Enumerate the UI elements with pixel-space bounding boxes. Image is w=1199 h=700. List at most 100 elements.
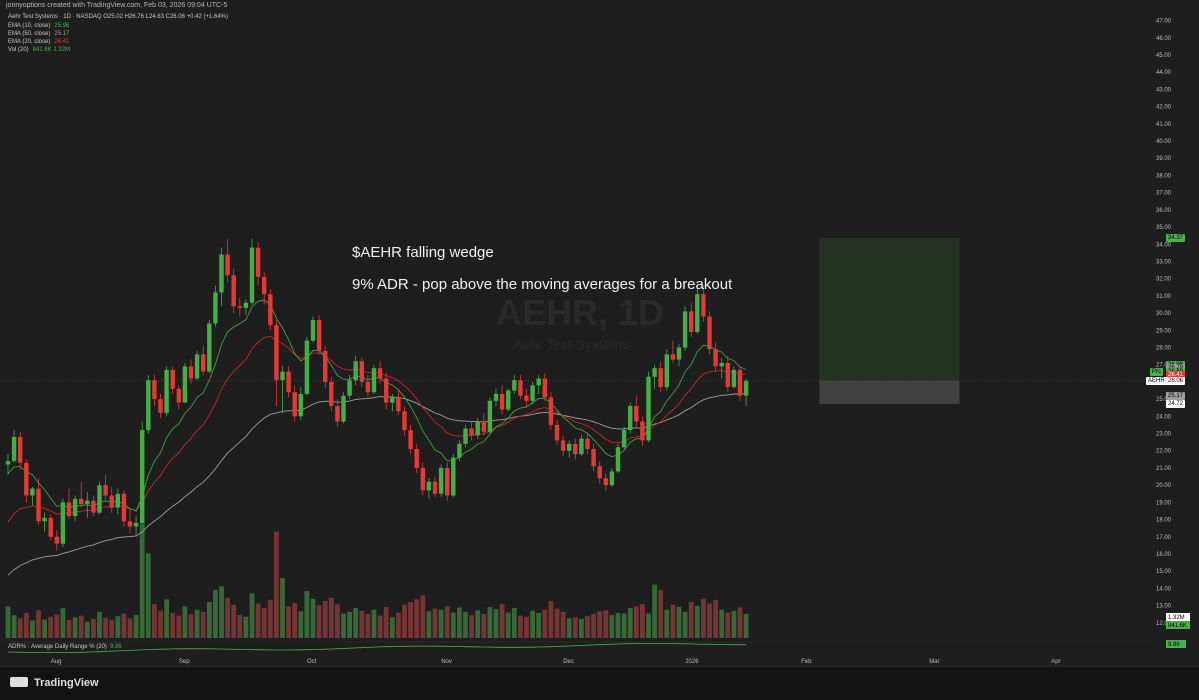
y-tick-label: 36.00	[1156, 208, 1172, 214]
volume-bar	[188, 614, 194, 638]
candle-body	[335, 406, 340, 422]
tradingview-brand: TradingView	[34, 677, 99, 689]
x-tick-label: Mar	[929, 659, 939, 665]
candle-body	[329, 381, 334, 407]
volume-bar	[408, 602, 413, 638]
candle-body	[341, 395, 346, 422]
candle-body	[597, 466, 602, 479]
candle-body	[365, 381, 371, 393]
candle-body	[499, 393, 505, 410]
adr-indicator-label[interactable]: ADR% · Average Daily Range % (20) 9.86	[8, 644, 122, 650]
volume-bar	[30, 620, 35, 638]
symbol-legend[interactable]: Aehr Test Systems · 1D · NASDAQ O25.02 H…	[8, 14, 229, 20]
volume-bar	[255, 603, 261, 638]
candle-body	[414, 449, 419, 468]
volume-bar	[591, 614, 596, 638]
candle-body	[207, 323, 212, 372]
candle-body	[707, 316, 712, 350]
volume-bar	[170, 612, 176, 638]
candle-body	[249, 247, 255, 303]
legend-volume[interactable]: Vol (20) 841.6K 1.32M	[8, 46, 70, 54]
volume-bar	[615, 612, 621, 638]
volume-bar	[585, 616, 590, 638]
ema20-label: EMA (20, close)	[8, 39, 51, 45]
volume-bar	[121, 613, 127, 638]
volume-bar	[505, 612, 511, 638]
x-tick-label: Aug	[51, 659, 62, 665]
volume-bar	[658, 590, 664, 638]
y-tick-label: 47.00	[1156, 19, 1172, 25]
y-tick-label: 27.00	[1156, 363, 1172, 369]
volume-bar	[396, 612, 401, 638]
volume-bar	[54, 614, 60, 638]
candle-body	[567, 443, 572, 451]
volume-bar	[249, 593, 255, 638]
candle-body	[170, 369, 175, 389]
candle-body	[658, 368, 663, 388]
x-tick-label: Apr	[1051, 659, 1060, 665]
volume-bar	[133, 615, 139, 638]
price-tag: 24.72	[1166, 399, 1186, 408]
candle-body	[298, 393, 303, 417]
candle-body	[182, 366, 188, 403]
candle-body	[274, 325, 279, 381]
candle-body	[72, 498, 78, 517]
candle-body	[579, 438, 584, 455]
volume-bar	[487, 606, 493, 638]
price-tag-prefix: Prc	[1150, 367, 1163, 376]
candle-body	[18, 436, 23, 463]
volume-bar	[719, 609, 725, 638]
volume-bar	[542, 609, 548, 638]
y-tick-label: 14.00	[1156, 586, 1172, 592]
candle-body	[457, 443, 462, 458]
adr-line	[7, 643, 747, 653]
tradingview-logo[interactable]: TradingView	[10, 677, 99, 689]
x-tick-label: Dec	[563, 659, 574, 665]
candle-body	[701, 294, 706, 317]
legend-ema10[interactable]: EMA (10, close) 25.96	[8, 22, 69, 30]
candle-body	[652, 368, 657, 377]
adr-tag-label: 9.86	[1168, 642, 1180, 648]
volume-bar	[316, 605, 322, 638]
volume-bar	[182, 606, 188, 638]
volume-bar	[200, 611, 206, 638]
candle-body	[506, 390, 511, 410]
volume-bar	[457, 607, 462, 638]
price-tag: 25.17	[1166, 392, 1186, 401]
volume-bar	[536, 612, 542, 638]
x-tick-label: Nov	[441, 659, 452, 665]
volume-bar	[72, 617, 78, 638]
volume-bar	[572, 617, 578, 638]
candle-body	[475, 421, 480, 436]
volume-bar	[231, 604, 237, 638]
y-tick-label: 46.00	[1156, 36, 1172, 42]
volume-bar	[274, 531, 279, 638]
legend-ema20[interactable]: EMA (20, close) 26.41	[8, 38, 69, 46]
y-tick-label: 38.00	[1156, 173, 1172, 179]
candle-body	[621, 430, 627, 448]
candle-body	[36, 488, 41, 522]
volume-bar	[548, 600, 554, 638]
ema10-line	[7, 299, 747, 512]
volume-bar	[579, 618, 584, 638]
legend-ema50[interactable]: EMA (50, close) 25.17	[8, 30, 69, 38]
ema50-value: 25.17	[54, 31, 70, 37]
volume-bar	[359, 610, 365, 638]
candle-body	[347, 380, 352, 396]
y-tick-label: 12.00	[1156, 621, 1172, 627]
volume-tag-label: 1.32M	[1168, 615, 1185, 621]
volume-bar	[597, 611, 603, 638]
volume-bar	[213, 590, 218, 638]
volume-bar	[219, 586, 224, 638]
volume-bar	[426, 611, 432, 638]
candle-body	[585, 438, 590, 450]
candle-body	[176, 388, 181, 403]
candle-body	[115, 493, 120, 508]
candle-body	[85, 500, 90, 505]
candle-body	[634, 406, 639, 422]
candle-body	[512, 380, 517, 391]
candle-body	[11, 436, 17, 462]
volume-bar	[371, 609, 377, 638]
y-tick-label: 16.00	[1156, 552, 1172, 558]
